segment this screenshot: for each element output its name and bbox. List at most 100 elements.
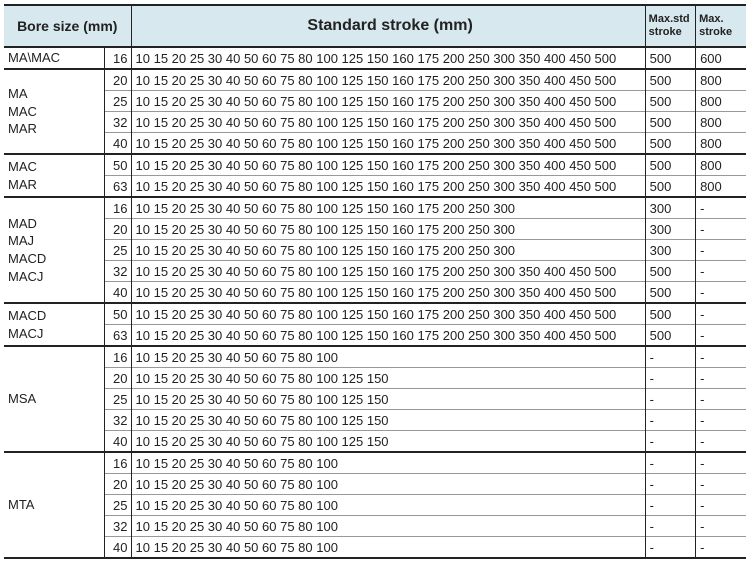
maxstd-cell: 500 [645, 154, 695, 176]
table-row: MACMAR5010 15 20 25 30 40 50 60 75 80 10… [4, 154, 746, 176]
table-row: 2510 15 20 25 30 40 50 60 75 80 100 125 … [4, 240, 746, 261]
spec-table: Bore size (mm) Standard stroke (mm) Max.… [4, 4, 746, 559]
maxstd-cell: 500 [645, 91, 695, 112]
table-row: MA\MAC1610 15 20 25 30 40 50 60 75 80 10… [4, 47, 746, 69]
size-cell: 20 [105, 219, 131, 240]
table-row: 3210 15 20 25 30 40 50 60 75 80 100 125 … [4, 410, 746, 431]
table-row: 4010 15 20 25 30 40 50 60 75 80 100-- [4, 537, 746, 559]
max-cell: 800 [696, 133, 746, 155]
stroke-cell: 10 15 20 25 30 40 50 60 75 80 100 125 15… [131, 303, 645, 325]
table-row: 4010 15 20 25 30 40 50 60 75 80 100 125 … [4, 282, 746, 304]
max-cell: 800 [696, 154, 746, 176]
header-bore: Bore size (mm) [4, 5, 131, 47]
table-row: 2010 15 20 25 30 40 50 60 75 80 100 125 … [4, 368, 746, 389]
table-row: 2010 15 20 25 30 40 50 60 75 80 100-- [4, 474, 746, 495]
size-cell: 20 [105, 474, 131, 495]
maxstd-cell: - [645, 346, 695, 368]
stroke-cell: 10 15 20 25 30 40 50 60 75 80 100 125 15… [131, 261, 645, 282]
max-cell: - [696, 431, 746, 453]
maxstd-cell: 300 [645, 240, 695, 261]
maxstd-cell: - [645, 452, 695, 474]
header-max: Max.stroke [696, 5, 746, 47]
max-cell: - [696, 474, 746, 495]
bore-label: MACMAR [4, 154, 105, 197]
max-cell: 800 [696, 91, 746, 112]
table-row: 6310 15 20 25 30 40 50 60 75 80 100 125 … [4, 325, 746, 347]
maxstd-cell: - [645, 431, 695, 453]
stroke-cell: 10 15 20 25 30 40 50 60 75 80 100 125 15… [131, 389, 645, 410]
table-row: 3210 15 20 25 30 40 50 60 75 80 100 125 … [4, 112, 746, 133]
header-row: Bore size (mm) Standard stroke (mm) Max.… [4, 5, 746, 47]
maxstd-cell: 300 [645, 219, 695, 240]
maxstd-cell: 500 [645, 133, 695, 155]
stroke-cell: 10 15 20 25 30 40 50 60 75 80 100 125 15… [131, 325, 645, 347]
stroke-cell: 10 15 20 25 30 40 50 60 75 80 100 125 15… [131, 47, 645, 69]
max-cell: - [696, 410, 746, 431]
size-cell: 16 [105, 452, 131, 474]
maxstd-cell: 300 [645, 197, 695, 219]
max-cell: 800 [696, 69, 746, 91]
size-cell: 40 [105, 133, 131, 155]
max-cell: - [696, 303, 746, 325]
size-cell: 63 [105, 176, 131, 198]
maxstd-cell: 500 [645, 303, 695, 325]
maxstd-cell: 500 [645, 47, 695, 69]
maxstd-cell: 500 [645, 282, 695, 304]
maxstd-cell: - [645, 389, 695, 410]
max-cell: 600 [696, 47, 746, 69]
bore-label: MAMACMAR [4, 69, 105, 154]
maxstd-cell: - [645, 537, 695, 559]
stroke-cell: 10 15 20 25 30 40 50 60 75 80 100 125 15… [131, 368, 645, 389]
bore-label: MA\MAC [4, 47, 105, 69]
max-cell: - [696, 537, 746, 559]
header-stroke: Standard stroke (mm) [131, 5, 645, 47]
max-cell: - [696, 389, 746, 410]
stroke-cell: 10 15 20 25 30 40 50 60 75 80 100 125 15… [131, 69, 645, 91]
size-cell: 40 [105, 537, 131, 559]
bore-label: MSA [4, 346, 105, 452]
max-cell: 800 [696, 176, 746, 198]
header-maxstd: Max.stdstroke [645, 5, 695, 47]
stroke-cell: 10 15 20 25 30 40 50 60 75 80 100 125 15… [131, 176, 645, 198]
max-cell: - [696, 282, 746, 304]
table-row: 3210 15 20 25 30 40 50 60 75 80 100 125 … [4, 261, 746, 282]
stroke-cell: 10 15 20 25 30 40 50 60 75 80 100 125 15… [131, 112, 645, 133]
stroke-cell: 10 15 20 25 30 40 50 60 75 80 100 125 15… [131, 431, 645, 453]
spec-table-body: MA\MAC1610 15 20 25 30 40 50 60 75 80 10… [4, 47, 746, 558]
size-cell: 25 [105, 240, 131, 261]
max-cell: - [696, 325, 746, 347]
maxstd-cell: 500 [645, 325, 695, 347]
bore-label: MACDMACJ [4, 303, 105, 346]
maxstd-cell: 500 [645, 176, 695, 198]
size-cell: 40 [105, 431, 131, 453]
size-cell: 32 [105, 112, 131, 133]
size-cell: 32 [105, 410, 131, 431]
table-row: MTA1610 15 20 25 30 40 50 60 75 80 100-- [4, 452, 746, 474]
size-cell: 50 [105, 303, 131, 325]
maxstd-cell: - [645, 410, 695, 431]
table-row: MACDMACJ5010 15 20 25 30 40 50 60 75 80 … [4, 303, 746, 325]
stroke-cell: 10 15 20 25 30 40 50 60 75 80 100 125 15… [131, 282, 645, 304]
size-cell: 20 [105, 368, 131, 389]
table-row: MSA1610 15 20 25 30 40 50 60 75 80 100-- [4, 346, 746, 368]
size-cell: 16 [105, 197, 131, 219]
size-cell: 32 [105, 516, 131, 537]
size-cell: 20 [105, 69, 131, 91]
table-row: 6310 15 20 25 30 40 50 60 75 80 100 125 … [4, 176, 746, 198]
size-cell: 50 [105, 154, 131, 176]
table-row: 2510 15 20 25 30 40 50 60 75 80 100 125 … [4, 91, 746, 112]
table-row: 2510 15 20 25 30 40 50 60 75 80 100 125 … [4, 389, 746, 410]
stroke-cell: 10 15 20 25 30 40 50 60 75 80 100 125 15… [131, 410, 645, 431]
max-cell: - [696, 197, 746, 219]
stroke-cell: 10 15 20 25 30 40 50 60 75 80 100 125 15… [131, 91, 645, 112]
max-cell: - [696, 219, 746, 240]
maxstd-cell: 500 [645, 112, 695, 133]
maxstd-cell: - [645, 474, 695, 495]
table-row: MAMACMAR2010 15 20 25 30 40 50 60 75 80 … [4, 69, 746, 91]
stroke-cell: 10 15 20 25 30 40 50 60 75 80 100 125 15… [131, 133, 645, 155]
size-cell: 16 [105, 346, 131, 368]
stroke-cell: 10 15 20 25 30 40 50 60 75 80 100 125 15… [131, 240, 645, 261]
max-cell: - [696, 368, 746, 389]
size-cell: 40 [105, 282, 131, 304]
table-row: 2510 15 20 25 30 40 50 60 75 80 100-- [4, 495, 746, 516]
